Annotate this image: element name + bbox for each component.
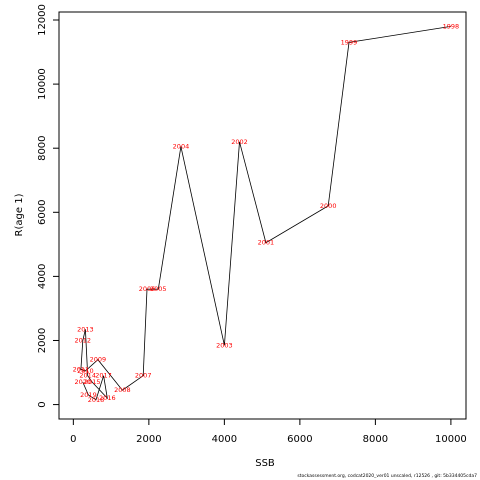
footer-credit: stockassessment.org, codcat2020_ver01 un… [297,474,477,479]
point-label-2019: 2019 [80,391,97,399]
point-label-2006: 2006 [139,285,156,293]
point-label-2011: 2011 [73,365,90,373]
point-label-2001: 2001 [258,239,275,247]
x-tick-label: 8000 [363,434,388,445]
point-label-2012: 2012 [75,336,92,344]
point-label-1998: 1998 [443,22,460,30]
point-label-2007: 2007 [135,372,152,380]
point-label-2014: 2014 [79,372,96,380]
point-label-2018: 2018 [88,396,105,404]
series-line [80,26,451,401]
y-tick-label: 10000 [37,68,48,100]
point-label-2020: 2020 [75,378,92,386]
y-tick-label: 0 [37,401,48,407]
x-tick-label: 6000 [287,434,312,445]
point-label-2004: 2004 [173,143,190,151]
x-tick-label: 0 [70,434,76,445]
y-tick-label: 12000 [37,4,48,36]
x-tick-label: 2000 [136,434,161,445]
y-axis: 0 2000 4000 6000 8000 10000 12000 [37,4,60,408]
y-tick-label: 8000 [37,135,48,160]
point-label-2017: 2017 [95,372,112,380]
x-tick-label: 4000 [212,434,237,445]
x-tick-label: 10000 [435,434,467,445]
plot-frame [58,11,467,420]
x-axis-label: SSB [255,458,275,469]
recruitment-trajectory-line [80,26,451,401]
point-label-2005: 2005 [150,285,167,293]
point-label-1999: 1999 [341,38,358,46]
point-label-2010: 2010 [77,367,94,375]
point-label-2015: 2015 [84,378,101,386]
point-label-2016: 2016 [99,394,116,402]
y-tick-label: 2000 [37,328,48,353]
point-label-2013: 2013 [77,325,94,333]
point-label-2002: 2002 [231,138,248,146]
x-axis: 0 2000 4000 6000 8000 10000 [70,418,467,445]
y-tick-label: 6000 [37,200,48,225]
point-label-2003: 2003 [216,341,233,349]
y-tick-label: 4000 [37,264,48,289]
point-label-2000: 2000 [320,202,337,210]
y-axis-label: R(age 1) [14,193,25,236]
point-label-2009: 2009 [90,356,107,364]
point-label-2008: 2008 [114,386,131,394]
